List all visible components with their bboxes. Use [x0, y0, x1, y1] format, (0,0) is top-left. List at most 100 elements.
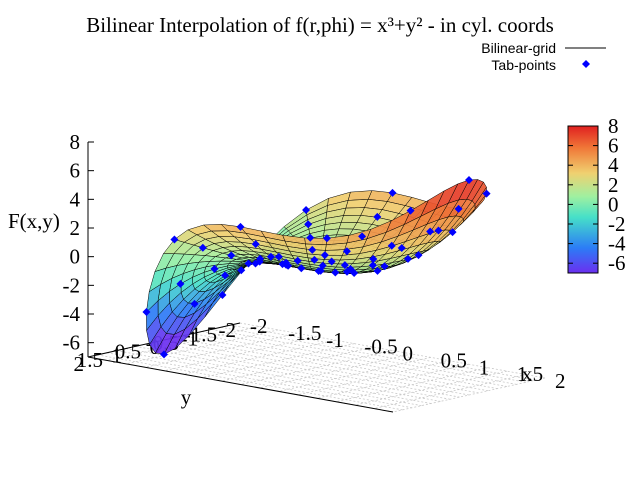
- data-point: [368, 261, 377, 270]
- grid-line: [354, 370, 507, 406]
- grid-line: [240, 350, 393, 385]
- data-point: [369, 254, 378, 263]
- data-point: [293, 256, 302, 265]
- data-point: [142, 307, 151, 316]
- data-point: [236, 222, 245, 231]
- grid-line: [97, 354, 403, 411]
- data-point: [218, 290, 227, 299]
- data-point: [322, 234, 331, 243]
- data-point: [414, 251, 423, 260]
- colorbar-gradient: [567, 125, 599, 274]
- surface-patch: [343, 207, 365, 216]
- base-grid: [87, 322, 546, 413]
- colorbar-tick-label: -4: [608, 232, 626, 256]
- data-point: [198, 243, 207, 252]
- data-point: [448, 228, 457, 237]
- data-point: [310, 255, 319, 264]
- x-tick-label: 1: [479, 355, 490, 379]
- data-point: [306, 233, 315, 242]
- data-point: [387, 241, 396, 250]
- colorbar-tick-label: 2: [608, 173, 619, 197]
- data-point: [340, 261, 349, 270]
- colorbar-tick-label: -2: [608, 212, 626, 236]
- surface-patch: [148, 267, 167, 293]
- data-point: [350, 269, 359, 278]
- surface-patch: [345, 199, 369, 209]
- y-tick-label: 1: [112, 344, 123, 368]
- y-axis-label: y: [181, 385, 192, 409]
- grid-line: [116, 350, 422, 407]
- data-point: [406, 206, 415, 215]
- z-tick-label: 6: [70, 159, 81, 183]
- data-point: [266, 252, 275, 261]
- data-point: [302, 206, 311, 215]
- data-point: [227, 251, 236, 260]
- z-tick-label: 2: [70, 216, 81, 240]
- data-point: [308, 245, 317, 254]
- colorbar-tick-label: 4: [608, 153, 619, 177]
- grid-line: [126, 329, 279, 365]
- data-point: [210, 264, 219, 273]
- grid-line: [106, 326, 260, 361]
- data-point: [274, 252, 283, 261]
- data-point: [465, 176, 473, 184]
- grid-line: [145, 332, 298, 368]
- data-point: [190, 299, 199, 308]
- colorbar-tick-label: 0: [608, 192, 619, 216]
- z-axis: -6 -4 -2 0 2 4 6 8: [63, 130, 94, 357]
- interpolated-surface: [146, 179, 487, 355]
- data-point: [160, 350, 168, 359]
- x-axis-label: x: [522, 362, 533, 386]
- y-tick-label: -2: [219, 318, 237, 342]
- data-point: [318, 261, 327, 270]
- grid-line: [373, 374, 527, 409]
- y-tick-label: 1.5: [77, 348, 103, 372]
- data-point: [373, 212, 382, 221]
- grid-line: [221, 346, 374, 382]
- data-point: [342, 247, 351, 256]
- y-tick-label: 0.5: [115, 339, 141, 363]
- colorbar-tick-label: 8: [608, 114, 619, 138]
- x-tick-label: -1.5: [288, 321, 321, 345]
- data-point: [221, 271, 229, 280]
- data-point: [358, 232, 367, 241]
- data-point: [256, 254, 265, 263]
- data-point: [282, 260, 291, 269]
- data-point: [331, 268, 340, 277]
- grid-line: [335, 367, 488, 403]
- legend-swatch-points: [582, 60, 590, 68]
- data-point: [373, 266, 382, 275]
- chart-title: Bilinear Interpolation of f(r,phi) = x³+…: [86, 13, 554, 37]
- x-axis: -2 -1.5 -1 -0.5 0 0.5 1 1.5 2: [250, 314, 566, 393]
- colorbar-tick-label: -6: [608, 251, 626, 275]
- z-tick-label: 0: [70, 245, 81, 269]
- x-tick-label: 2: [555, 369, 566, 393]
- z-tick-label: -2: [63, 273, 81, 297]
- data-point: [380, 262, 389, 271]
- data-point: [404, 254, 412, 263]
- x-tick-label: 0.5: [441, 348, 467, 372]
- data-point: [176, 279, 185, 288]
- x-tick-label: 1.5: [517, 362, 543, 386]
- data-point: [434, 226, 443, 235]
- x-tick-label: -2: [250, 314, 268, 338]
- x-tick-label: 0: [403, 342, 414, 366]
- data-point: [251, 259, 260, 268]
- colorbar-tick-label: 6: [608, 134, 619, 158]
- data-point: [454, 204, 463, 213]
- data-point: [388, 188, 397, 197]
- data-point: [297, 264, 306, 273]
- x-tick-label: -1: [326, 328, 344, 352]
- legend-label-points: Tab-points: [491, 57, 556, 73]
- grid-line: [297, 360, 450, 396]
- x-tick-label: -0.5: [364, 335, 397, 359]
- base-edge: [87, 356, 394, 413]
- data-point: [426, 227, 435, 236]
- z-tick-label: 4: [70, 187, 81, 211]
- grid-line: [154, 341, 460, 398]
- grid-line: [392, 377, 546, 413]
- z-tick-label: 8: [70, 130, 81, 154]
- grid-line: [259, 353, 412, 389]
- y-tick-label: 2: [74, 352, 85, 376]
